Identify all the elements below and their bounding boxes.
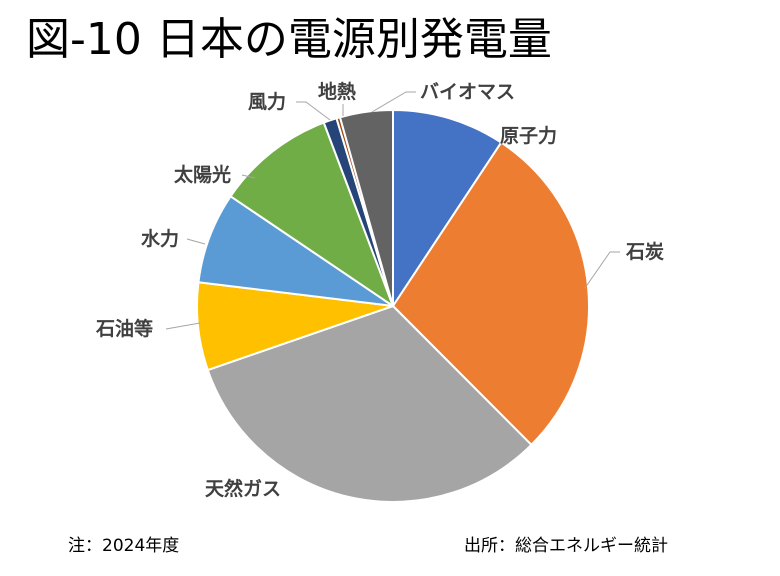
slice-label-1: 原子力 [500, 124, 557, 147]
pie-slices [196, 109, 590, 503]
leader-line-2 [584, 251, 620, 289]
slice-label-9: バイオマス [420, 81, 515, 103]
slice-label-8: 地熱 [318, 80, 356, 103]
leader-line-9 [371, 91, 416, 113]
slice-label-5: 水力 [141, 227, 179, 250]
leader-lines [165, 91, 620, 330]
slice-label-7: 風力 [248, 90, 286, 113]
slice-label-4: 石油等 [95, 317, 153, 340]
source-note: 出所：総合エネルギー統計 [464, 536, 668, 556]
pie-slice-3 [206, 305, 533, 503]
footnote: 注：2024年度 [68, 536, 180, 556]
leader-line-6 [241, 174, 256, 179]
chart-title: 図-10 日本の電源別発電量 [26, 14, 552, 65]
pie-slice-9 [339, 109, 394, 307]
leader-line-4 [165, 322, 201, 330]
pie-slice-1 [392, 109, 503, 307]
slice-label-2: 石炭 [625, 241, 664, 263]
pie-slice-2 [392, 141, 590, 446]
leader-line-5 [186, 238, 206, 245]
slice-label-3: 天然ガス [205, 477, 281, 500]
leader-line-7 [296, 101, 331, 121]
pie-slice-6 [229, 121, 394, 307]
slice-label-6: 太陽光 [174, 163, 231, 186]
